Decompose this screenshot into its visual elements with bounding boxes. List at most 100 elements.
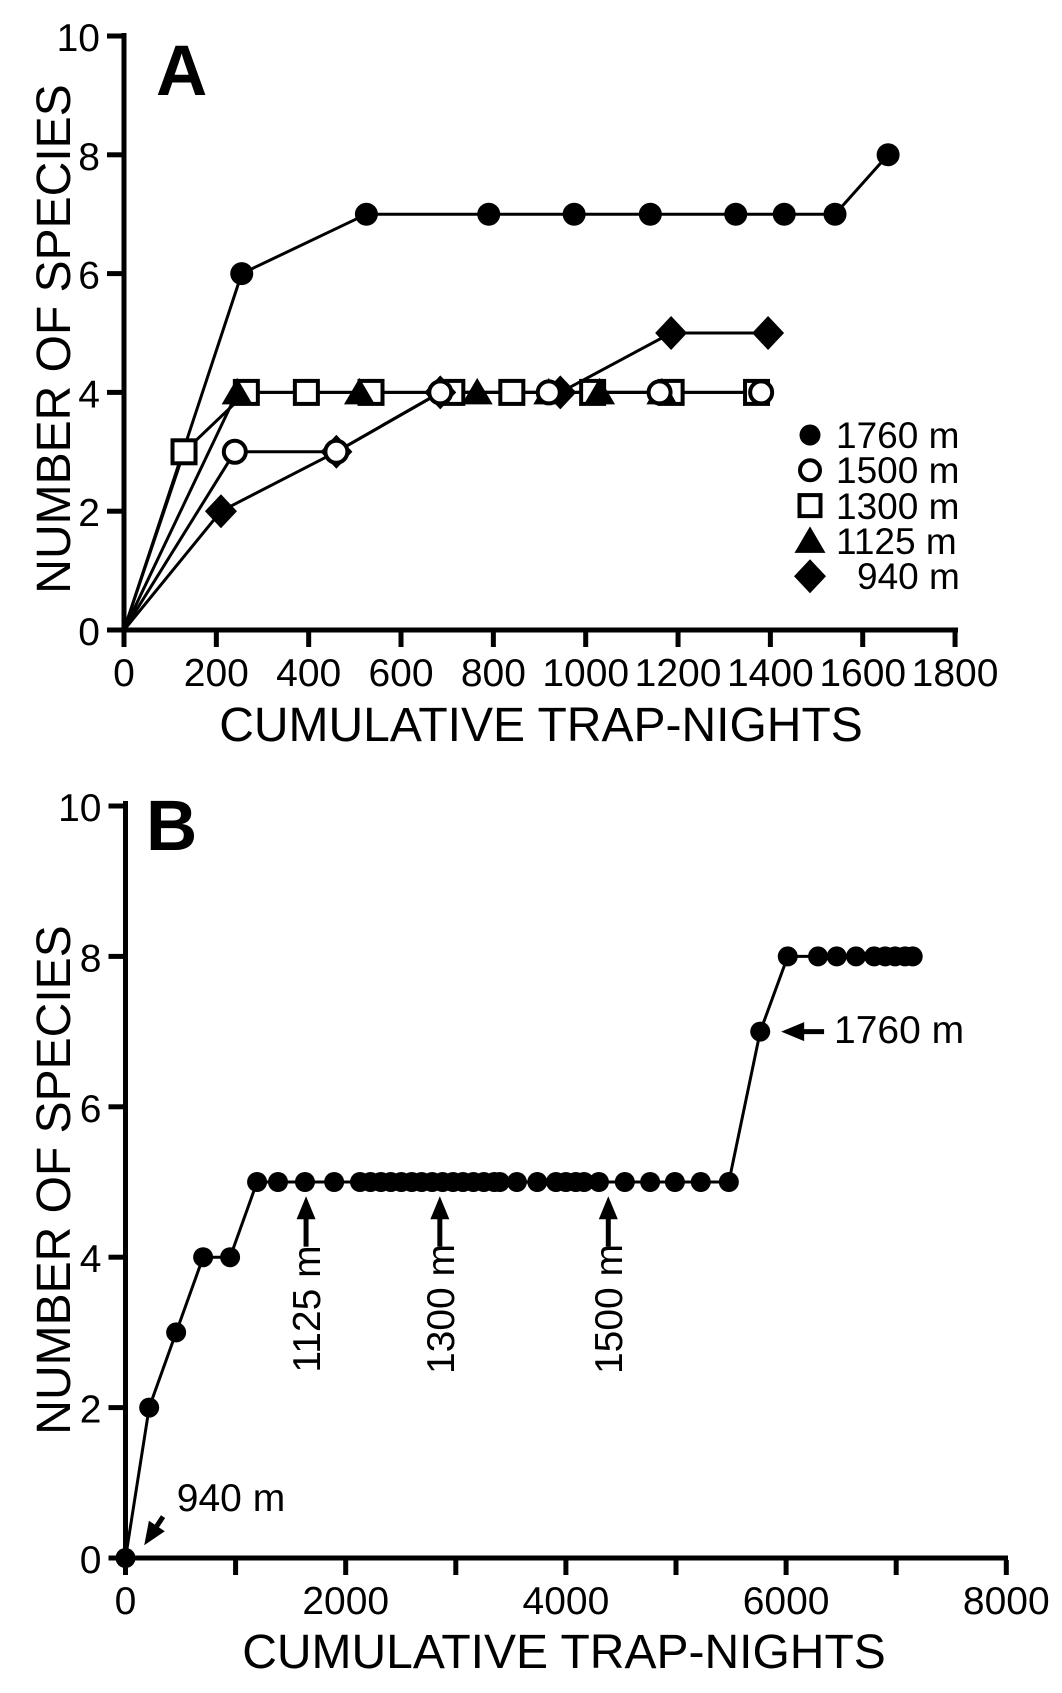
marker-allelevationscombined — [777, 946, 798, 967]
legend-marker-1125m — [794, 526, 826, 553]
marker-1760m — [562, 202, 586, 226]
x-tick-label: 1000 — [542, 652, 629, 695]
marker-940m — [204, 494, 237, 529]
panel-a-plot: 0 200 400 600 800 1000 1200 1400 1600 1800 0 2 4 6 8 10 — [57, 17, 999, 695]
series-line-1760m — [122, 153, 890, 631]
x-tick-label: 1600 — [819, 652, 906, 695]
annotation-arrow-1300m — [430, 1196, 450, 1247]
marker-1125m — [343, 377, 375, 405]
annotation-arrow-1125m — [296, 1196, 316, 1247]
y-tick-label: 2 — [80, 1389, 102, 1432]
panel-b-xaxis-title: CUMULATIVE TRAP-NIGHTS — [242, 1626, 886, 1679]
annotation-1500m-label: 1500 m — [588, 1244, 631, 1374]
marker-1500m — [427, 379, 454, 406]
marker-1300m — [498, 378, 526, 406]
legend-label-1500m: 1500 m — [836, 450, 959, 491]
marker-940m — [655, 316, 688, 350]
legend-label-1300m: 1300 m — [836, 486, 959, 527]
x-tick-label: 6000 — [743, 1580, 830, 1623]
marker-allelevationscombined — [489, 1172, 510, 1192]
annotation-940m-label: 940 m — [177, 1477, 285, 1520]
marker-allelevationscombined — [115, 1548, 136, 1568]
series-markers-940m — [204, 316, 785, 529]
y-tick-label: 10 — [58, 787, 101, 830]
marker-1300m — [292, 378, 320, 406]
series-line-940m — [122, 331, 769, 631]
x-tick-label: 8000 — [963, 1580, 1050, 1623]
marker-allelevationscombined — [166, 1322, 187, 1343]
y-tick-label: 2 — [78, 492, 100, 535]
marker-allelevationscombined — [247, 1172, 268, 1192]
marker-allelevationscombined — [527, 1172, 548, 1192]
y-tick-label: 0 — [80, 1539, 102, 1582]
annotation-arrow-1500m — [598, 1196, 618, 1247]
marker-allelevationscombined — [220, 1247, 241, 1268]
marker-allelevationscombined — [902, 946, 923, 967]
series-markers-1760m — [230, 143, 900, 286]
marker-1760m — [477, 202, 501, 226]
legend-markers — [794, 424, 826, 594]
marker-allelevationscombined — [846, 946, 867, 967]
marker-1760m — [823, 202, 847, 226]
marker-1500m — [748, 379, 775, 406]
series-line-allelevationscombined — [124, 954, 913, 1559]
x-tick-label: 200 — [184, 652, 249, 695]
marker-1760m — [876, 143, 900, 167]
legend-label-1760m: 1760 m — [836, 415, 959, 456]
marker-allelevationscombined — [193, 1247, 214, 1268]
marker-1760m — [230, 262, 254, 286]
annotation-1760m-label: 1760 m — [834, 1009, 964, 1052]
y-tick-label: 4 — [78, 373, 100, 416]
marker-1500m — [221, 438, 248, 465]
series-line-1125m — [122, 390, 662, 631]
marker-1760m — [772, 202, 796, 226]
panel-b-yaxis-title: NUMBER OF SPECIES — [28, 925, 81, 1434]
legend-marker-1760m — [799, 424, 821, 446]
y-tick-label: 6 — [80, 1088, 102, 1131]
marker-1300m — [170, 438, 198, 466]
marker-1125m — [584, 377, 616, 405]
x-tick-label: 600 — [368, 652, 433, 695]
marker-940m — [752, 316, 785, 350]
marker-1500m — [323, 438, 350, 465]
marker-allelevationscombined — [139, 1397, 160, 1418]
marker-1760m — [724, 202, 748, 226]
annotation-arrow-1760m — [781, 1022, 825, 1042]
legend-marker-940m — [794, 559, 826, 594]
x-tick-label: 1800 — [912, 652, 999, 695]
y-tick-label: 8 — [80, 937, 102, 980]
y-tick-label: 4 — [80, 1238, 102, 1281]
marker-1500m — [646, 379, 673, 406]
y-tick-label: 0 — [78, 611, 100, 654]
x-tick-label: 800 — [461, 652, 526, 695]
marker-allelevationscombined — [294, 1172, 315, 1192]
x-tick-label: 4000 — [523, 1580, 610, 1623]
panel-b-letter: B — [146, 787, 197, 866]
panel-b-axes: 0 2000 4000 6000 8000 0 2 4 6 8 10 — [58, 787, 1050, 1623]
marker-allelevationscombined — [808, 946, 829, 967]
panel-b-plot: 0 2000 4000 6000 8000 0 2 4 6 8 10 — [58, 787, 1050, 1623]
x-tick-label: 1400 — [727, 652, 814, 695]
marker-allelevationscombined — [690, 1172, 711, 1192]
marker-1125m — [221, 377, 253, 405]
marker-allelevationscombined — [324, 1172, 345, 1192]
marker-allelevationscombined — [574, 1172, 595, 1192]
marker-1500m — [535, 379, 562, 406]
panel-a-xaxis-title: CUMULATIVE TRAP-NIGHTS — [219, 699, 863, 752]
marker-allelevationscombined — [267, 1172, 288, 1192]
annotation-1300m-label: 1300 m — [420, 1244, 463, 1374]
marker-allelevationscombined — [640, 1172, 661, 1192]
y-tick-label: 8 — [78, 136, 100, 179]
marker-allelevationscombined — [826, 946, 847, 967]
x-tick-label: 400 — [276, 652, 341, 695]
y-tick-label: 6 — [78, 255, 100, 298]
marker-allelevationscombined — [506, 1172, 527, 1192]
marker-1760m — [354, 202, 378, 226]
x-tick-label: 2000 — [302, 1580, 389, 1623]
x-tick-label: 1200 — [635, 652, 722, 695]
series-markers-allelevationscombined — [115, 946, 923, 1568]
panel-a-axes: 0 200 400 600 800 1000 1200 1400 1600 1800 0 2 4 6 8 10 — [57, 17, 999, 695]
marker-allelevationscombined — [614, 1172, 635, 1192]
